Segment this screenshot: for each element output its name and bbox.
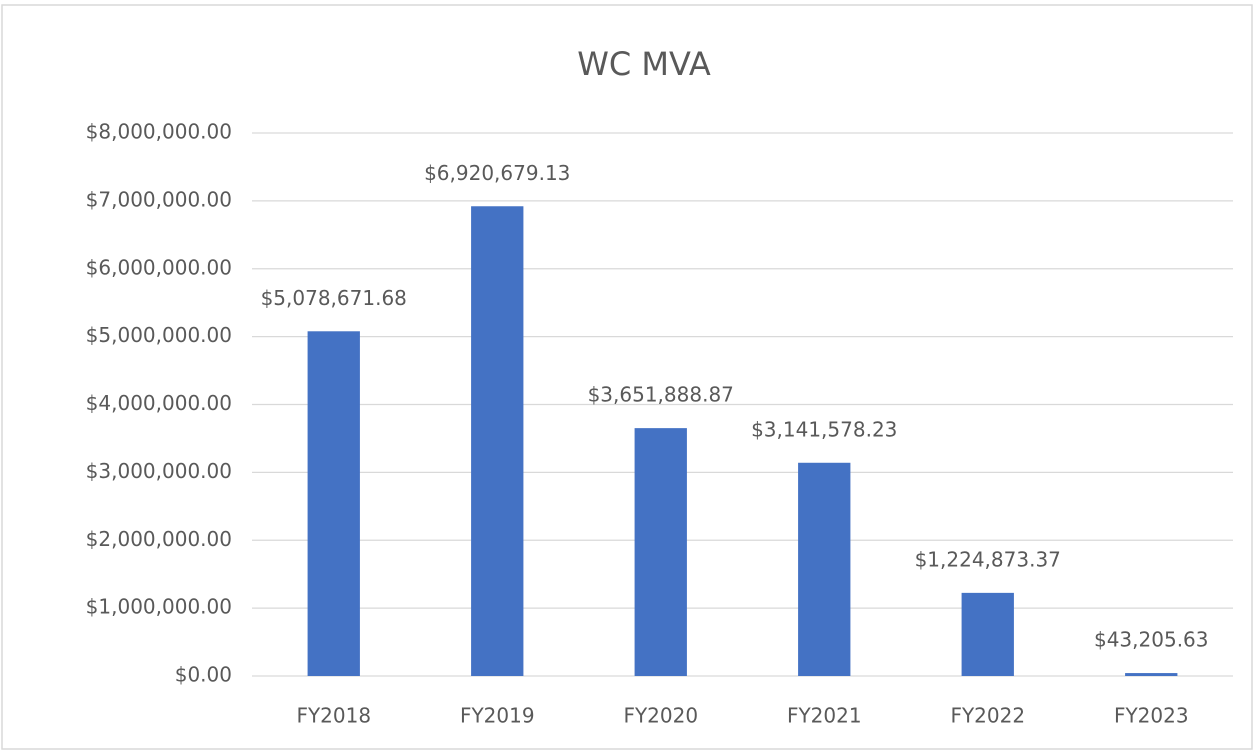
y-tick-label: $5,000,000.00 [86, 323, 232, 347]
data-label: $3,651,888.87 [588, 383, 734, 407]
data-label: $6,920,679.13 [424, 161, 570, 185]
bar [961, 592, 1014, 676]
x-tick-label: FY2021 [787, 704, 862, 728]
x-tick-label: FY2019 [460, 704, 535, 728]
data-label: $43,205.63 [1094, 628, 1209, 652]
x-tick-label: FY2022 [950, 704, 1025, 728]
bar [471, 206, 524, 676]
bar [307, 331, 360, 676]
x-tick-label: FY2018 [296, 704, 371, 728]
chart-border [1, 4, 1253, 750]
y-tick-label: $2,000,000.00 [86, 527, 232, 551]
data-label: $5,078,671.68 [261, 286, 407, 310]
x-tick-label: FY2023 [1114, 704, 1189, 728]
y-tick-label: $0.00 [175, 663, 232, 687]
bar [798, 462, 851, 676]
y-tick-label: $6,000,000.00 [86, 255, 232, 279]
y-tick-label: $3,000,000.00 [86, 459, 232, 483]
data-label: $1,224,873.37 [915, 547, 1061, 571]
x-tick-label: FY2020 [623, 704, 698, 728]
data-label: $3,141,578.23 [751, 417, 897, 441]
chart-title: WC MVA [577, 45, 711, 83]
y-tick-label: $8,000,000.00 [86, 120, 232, 144]
y-tick-label: $4,000,000.00 [86, 391, 232, 415]
y-tick-label: $1,000,000.00 [86, 595, 232, 619]
bar [1125, 673, 1178, 676]
bar [634, 428, 687, 676]
y-tick-label: $7,000,000.00 [86, 187, 232, 211]
